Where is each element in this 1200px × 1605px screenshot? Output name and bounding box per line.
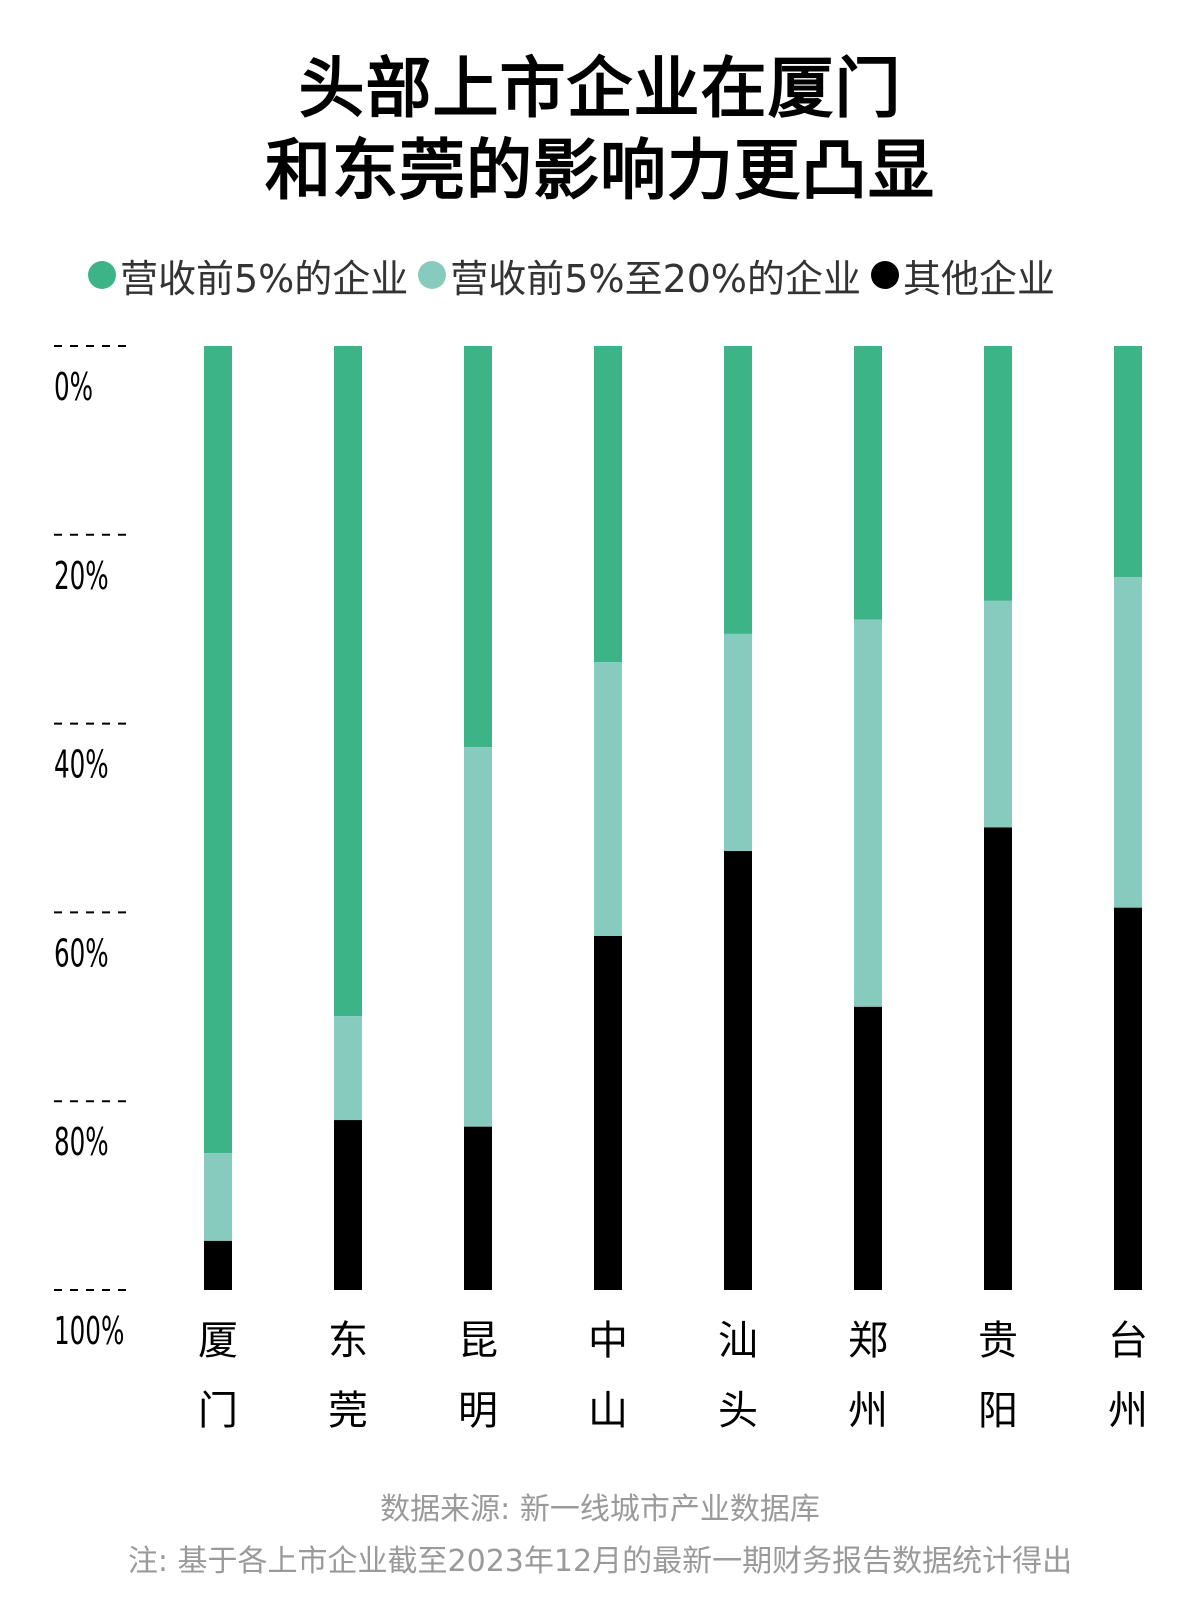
legend-item-others: 其他企业 <box>871 248 1055 303</box>
bar-segment-7-1 <box>1114 577 1142 908</box>
bar-segment-0-1 <box>204 1153 232 1241</box>
x-category-label-5-char-1: 州 <box>848 1388 888 1434</box>
x-category-label-3-char-0: 中 <box>588 1318 628 1364</box>
bar-segment-2-0 <box>464 346 492 748</box>
bar-segment-5-2 <box>854 1006 882 1290</box>
bar-segment-4-2 <box>724 851 752 1290</box>
y-tick-label-3: 60% <box>54 931 109 976</box>
bar-segment-0-0 <box>204 346 232 1154</box>
x-category-label-5-char-0: 郑 <box>848 1318 888 1364</box>
methodology-note: 注: 基于各上市企业截至2023年12月的最新一期财务报告数据统计得出 <box>127 1544 1073 1579</box>
x-category-label-4-char-1: 头 <box>718 1388 758 1434</box>
bar-segment-3-2 <box>594 936 622 1290</box>
x-category-label-1-char-0: 东 <box>328 1318 368 1364</box>
bar-segment-3-0 <box>594 346 622 663</box>
bar-segment-4-1 <box>724 633 752 852</box>
x-category-label-0-char-0: 厦 <box>198 1318 238 1364</box>
y-tick-label-5: 100% <box>54 1308 124 1353</box>
x-category-label-2-char-0: 昆 <box>458 1318 498 1364</box>
bar-segment-1-0 <box>334 346 362 1017</box>
source-note: 数据来源: 新一线城市产业数据库 <box>380 1492 820 1527</box>
chart-title: 头部上市企业在厦门 和东莞的影响力更凸显 <box>0 48 1200 212</box>
chart-title-line-2: 和东莞的影响力更凸显 <box>265 132 935 209</box>
x-category-label-0-char-1: 门 <box>198 1388 238 1434</box>
bar-segment-7-2 <box>1114 907 1142 1290</box>
bar-segment-3-1 <box>594 662 622 936</box>
legend-swatch-top5-20 <box>418 261 447 289</box>
bar-segment-2-1 <box>464 747 492 1127</box>
legend-swatch-others <box>871 261 900 289</box>
x-category-label-4-char-0: 汕 <box>718 1318 758 1364</box>
x-category-label-3-char-1: 山 <box>588 1388 628 1434</box>
legend-item-top5-20: 营收前5%至20%的企业 <box>418 248 861 303</box>
legend-swatch-top5 <box>88 261 116 289</box>
legend-label-top5-20: 营收前5%至20%的企业 <box>450 256 862 301</box>
y-tick-label-1: 20% <box>54 553 109 598</box>
bar-segment-1-2 <box>334 1120 362 1290</box>
bar-segment-5-0 <box>854 346 882 620</box>
y-tick-label-0: 0% <box>54 364 93 409</box>
bar-segment-7-0 <box>1114 346 1142 578</box>
y-tick-label-4: 80% <box>54 1120 109 1165</box>
legend-label-top5: 营收前5%的企业 <box>120 256 409 301</box>
bar-segment-6-0 <box>984 346 1012 601</box>
bar-segment-5-1 <box>854 619 882 1007</box>
bar-segment-4-0 <box>724 346 752 634</box>
x-category-label-1-char-1: 莞 <box>328 1388 368 1434</box>
bar-segment-0-2 <box>204 1240 232 1290</box>
chart-title-line-1: 头部上市企业在厦门 <box>298 50 902 127</box>
y-tick-label-2: 40% <box>54 742 109 787</box>
legend-label-others: 其他企业 <box>903 256 1056 301</box>
x-category-label-7-char-0: 台 <box>1108 1318 1148 1364</box>
bar-segment-2-2 <box>464 1126 492 1290</box>
bar-segment-6-1 <box>984 600 1012 828</box>
legend-item-top5: 营收前5%的企业 <box>88 248 408 303</box>
x-category-label-6-char-1: 阳 <box>978 1388 1018 1434</box>
x-category-label-2-char-1: 明 <box>458 1388 498 1434</box>
legend: 营收前5%的企业 营收前5%至20%的企业 其他企业 <box>88 248 1065 303</box>
bar-segment-1-1 <box>334 1016 362 1121</box>
x-category-label-7-char-1: 州 <box>1108 1388 1148 1434</box>
bar-segment-6-2 <box>984 827 1012 1290</box>
x-category-label-6-char-0: 贵 <box>978 1318 1018 1364</box>
